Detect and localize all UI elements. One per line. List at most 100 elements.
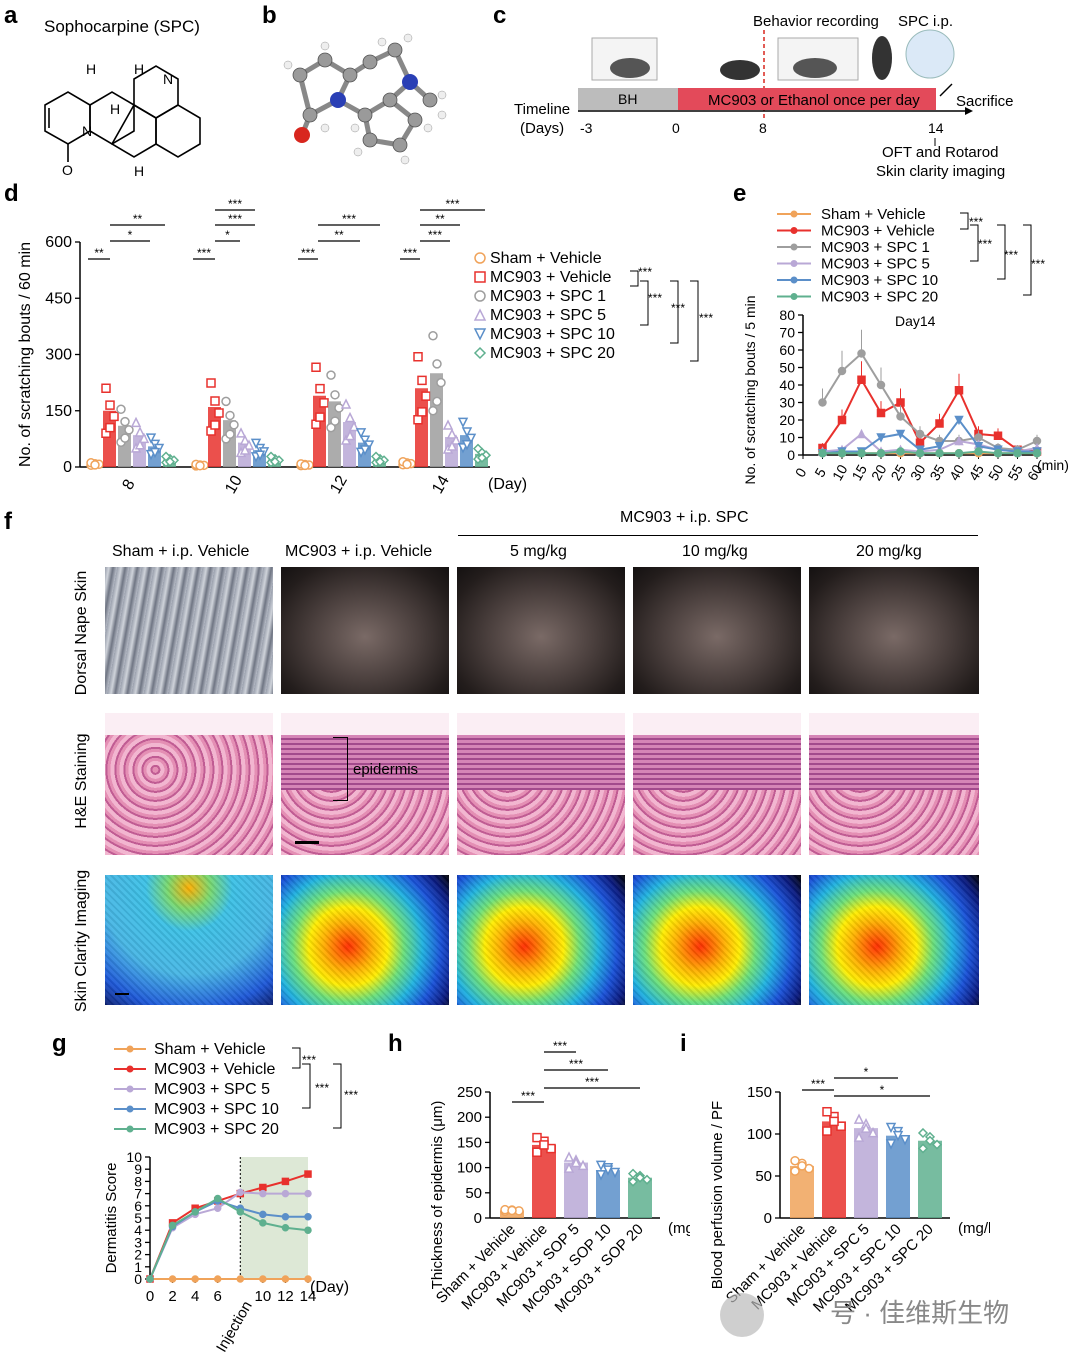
h-point-1 (532, 1147, 542, 1157)
e-point-5-0 (818, 449, 827, 458)
e-point-5-1 (837, 449, 847, 458)
e-ytick-label: 20 (779, 412, 795, 428)
sacrifice-label: Sacrifice (956, 93, 1014, 110)
i-point-2 (860, 1122, 872, 1133)
d-xlabel: (Day) (488, 476, 527, 493)
g-point-1-5 (259, 1183, 267, 1192)
d-point-12-1 (315, 383, 325, 394)
i-unit: (mg/kg) (958, 1220, 990, 1237)
d-point-12-4 (355, 428, 367, 439)
g-point-2-4 (236, 1188, 245, 1197)
e-xtick-label: 30 (907, 462, 929, 484)
d-legend-0: Sham + Vehicle (490, 250, 602, 267)
mouse-cage-icon (591, 37, 658, 81)
scale-bar-clarity (115, 993, 129, 995)
g-point-2-7 (304, 1189, 312, 1198)
h-sig-2: *** (569, 1057, 583, 1071)
e-point-5-6 (935, 449, 944, 458)
d-legend-marker-2 (474, 290, 486, 302)
e-bracket-4 (1023, 224, 1032, 296)
experiment-timeline: Behavior recording SPC i.p. BH MC903 or … (514, 13, 1014, 180)
e-point-5-2 (857, 449, 866, 458)
g-injection-label: Injection (213, 1298, 256, 1353)
d-point-10-0 (195, 460, 205, 471)
behavior-cage-icon (777, 37, 859, 81)
e-xtick-label: 15 (848, 462, 870, 484)
d-sig-12: *** (428, 228, 442, 242)
e-point-5-11 (1032, 449, 1042, 458)
e-line-2 (821, 351, 1038, 451)
e-legend-5: MC903 + SPC 20 (821, 289, 938, 306)
e-sig-0: *** (969, 215, 983, 229)
e-point-1-5 (915, 438, 925, 447)
he-photo-20mg (809, 713, 979, 855)
i-sig-1: * (864, 1065, 869, 1079)
behavior-recording-label: Behavior recording (753, 13, 879, 30)
atom-h4: H (134, 163, 144, 179)
panel-label-c: c (493, 2, 507, 29)
h-bar-1 (532, 1144, 556, 1218)
g-bracket-1 (292, 1047, 301, 1069)
d-point-12-2 (330, 416, 340, 426)
e-point-4-7 (954, 415, 964, 426)
d-point-12-4 (363, 440, 375, 451)
d-point-8-3 (130, 416, 142, 428)
h-sig-3: *** (585, 1075, 599, 1089)
g-point-0-5 (259, 1275, 267, 1283)
g-legend-marker-4 (126, 1125, 134, 1133)
e-point-1-4 (896, 398, 905, 407)
i-ytick-label: 0 (764, 1210, 772, 1227)
d-sig-10: *** (445, 197, 459, 211)
e-legend-0: Sham + Vehicle (821, 206, 926, 223)
h-point-3 (602, 1165, 614, 1176)
d-point-14-1 (417, 407, 427, 417)
d-point-8-2 (120, 416, 130, 427)
i-ytick-label: 150 (747, 1084, 772, 1101)
e-xtick-label: 50 (985, 462, 1007, 484)
i-point-4 (924, 1135, 936, 1146)
molecule-3d-model (283, 33, 447, 165)
d-point-12-4 (359, 435, 371, 446)
h-point-1 (532, 1132, 542, 1143)
h-point-1 (539, 1140, 549, 1150)
d-point-10-1 (210, 396, 220, 406)
d-ylabel: No. of scratching bouts / 60 min (17, 242, 34, 467)
d-point-12-2 (330, 390, 340, 400)
d-point-10-1 (206, 378, 216, 388)
d-legend-marker-5 (473, 346, 487, 360)
panel-label-i: i (680, 1030, 687, 1057)
e-ytick-label: 0 (787, 447, 795, 463)
g-point-4-5 (259, 1219, 267, 1227)
h-point-2 (563, 1151, 575, 1162)
d-sig-2: ** (94, 246, 104, 260)
g-point-3-7 (304, 1213, 312, 1221)
i-point-4 (917, 1143, 929, 1154)
spc-group-header: MC903 + i.p. SPC (620, 509, 749, 526)
d-sig-8: ** (334, 228, 344, 242)
g-legend-0: Sham + Vehicle (154, 1041, 266, 1058)
epidermis-label: epidermis (353, 761, 419, 778)
i-ytick-label: 100 (747, 1126, 772, 1143)
row-dorsal: Dorsal Nape Skin (73, 570, 90, 696)
g-xtick-label: 14 (300, 1288, 317, 1305)
d-legend-bracket-2 (640, 280, 649, 326)
d-point-10-1 (214, 408, 224, 418)
e-ylabel: No. of scratching bouts / 5 min (742, 295, 758, 484)
d-point-8-3 (138, 432, 150, 444)
d-point-14-0 (402, 459, 412, 470)
he-photo-sham (105, 713, 273, 855)
d-point-14-4 (457, 417, 469, 429)
h-point-4 (627, 1168, 639, 1179)
g-point-1-6 (281, 1177, 290, 1186)
bh-label: BH (618, 91, 637, 107)
g-legend-1: MC903 + Vehicle (154, 1061, 276, 1078)
skin-photo-sham (105, 567, 273, 694)
d-point-12-5 (370, 451, 382, 462)
d-legend-sig-2: *** (671, 301, 685, 315)
d-sig-13: *** (403, 246, 417, 260)
g-sig-2: *** (344, 1088, 358, 1102)
i-bar-4 (918, 1140, 942, 1218)
d-point-12-4 (359, 445, 371, 456)
h-ytick-label: 100 (457, 1160, 482, 1177)
d-sig-11: ** (435, 212, 445, 226)
